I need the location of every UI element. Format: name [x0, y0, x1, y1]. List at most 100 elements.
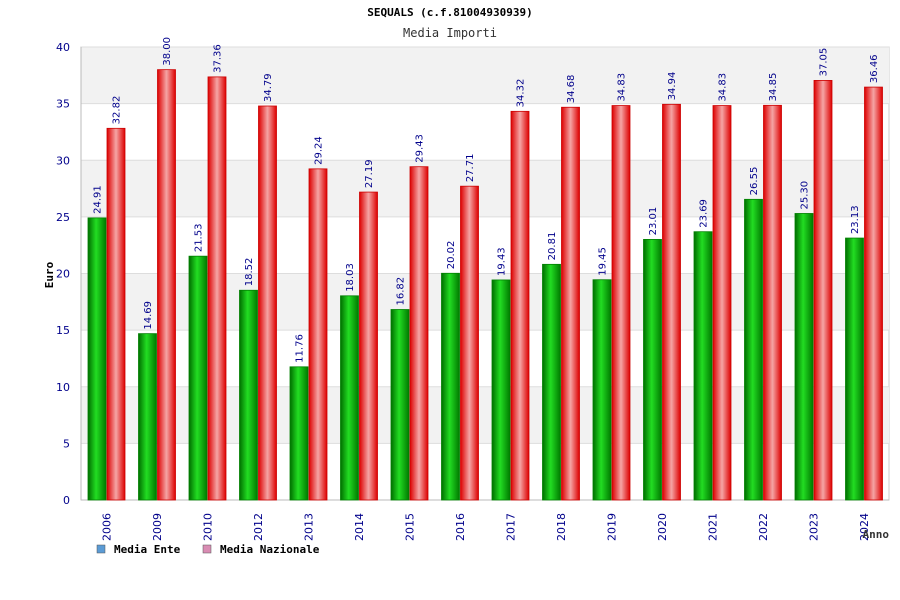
bar-media-nazionale	[106, 127, 126, 501]
y-axis-ticks: 0 5 10 15 20 25 30 35 40	[56, 41, 70, 507]
bar-media-nazionale	[864, 86, 883, 501]
bar-media-ente	[340, 295, 359, 501]
bar-media-ente	[289, 366, 309, 501]
data-label: 34.85	[768, 73, 779, 102]
data-label: 21.53	[194, 224, 205, 253]
data-label: 34.83	[617, 73, 628, 102]
data-label: 38.00	[162, 37, 173, 66]
data-label: 27.71	[465, 154, 476, 183]
bars	[87, 69, 883, 501]
y-axis-label: Euro	[43, 261, 56, 288]
x-tick-label: 2015	[404, 513, 417, 541]
bar-media-nazionale	[258, 105, 277, 501]
y-tick-label: 10	[56, 381, 70, 394]
bar-media-nazionale	[712, 105, 732, 501]
data-label: 24.91	[93, 185, 104, 214]
data-label: 34.83	[718, 73, 729, 102]
legend: Media Ente Media Nazionale	[96, 543, 320, 556]
data-label: 19.43	[497, 247, 508, 276]
data-label: 20.81	[547, 232, 558, 261]
y-tick-label: 30	[56, 154, 70, 167]
legend-label-media-nazionale: Media Nazionale	[220, 543, 320, 556]
x-tick-label: 2006	[101, 513, 114, 541]
y-tick-label: 40	[56, 41, 70, 54]
x-tick-label: 2014	[353, 513, 366, 541]
x-axis-label: Anno	[863, 528, 890, 541]
y-tick-label: 5	[63, 437, 70, 450]
y-tick-label: 0	[63, 494, 70, 507]
bar-media-nazionale	[308, 168, 328, 501]
data-label: 34.79	[263, 73, 274, 102]
y-tick-label: 35	[56, 98, 70, 111]
data-label: 16.82	[396, 277, 407, 306]
bar-media-ente	[794, 213, 814, 501]
bar-media-ente	[845, 237, 864, 501]
y-tick-label: 25	[56, 211, 70, 224]
bar-media-ente	[441, 272, 460, 501]
data-label: 37.36	[213, 44, 224, 73]
data-label: 20.02	[446, 241, 457, 270]
data-label: 23.13	[850, 205, 861, 234]
bar-media-nazionale	[510, 110, 530, 501]
data-label: 27.19	[364, 159, 375, 188]
x-tick-label: 2021	[707, 513, 720, 541]
bar-media-nazionale	[561, 106, 580, 501]
bar-media-nazionale	[359, 191, 378, 501]
bar-media-nazionale	[207, 76, 227, 501]
x-tick-label: 2023	[808, 513, 821, 541]
data-label: 23.69	[699, 199, 710, 228]
bar-media-ente	[138, 333, 157, 501]
bar-media-ente	[87, 217, 107, 501]
bar-media-ente	[744, 198, 763, 501]
data-label: 29.24	[314, 136, 325, 165]
bar-media-ente	[390, 309, 410, 501]
bar-media-nazionale	[460, 185, 479, 501]
bar-media-nazionale	[662, 103, 681, 501]
data-label: 11.76	[295, 334, 306, 363]
bar-media-ente	[491, 279, 511, 501]
bar-media-ente	[188, 255, 208, 501]
legend-label-media-ente: Media Ente	[114, 543, 181, 556]
data-label: 18.03	[345, 263, 356, 292]
x-tick-label: 2010	[202, 513, 215, 541]
x-tick-label: 2022	[757, 513, 770, 541]
y-tick-label: 15	[56, 324, 70, 337]
data-label: 29.43	[415, 134, 426, 163]
x-tick-label: 2018	[555, 513, 568, 541]
data-label: 19.45	[598, 247, 609, 276]
bar-media-nazionale	[813, 80, 833, 501]
x-tick-label: 2016	[454, 513, 467, 541]
data-label: 18.52	[244, 258, 255, 287]
data-label: 14.69	[143, 301, 154, 330]
x-tick-label: 2019	[606, 513, 619, 541]
data-label: 34.94	[667, 72, 678, 101]
x-tick-label: 2013	[303, 513, 316, 541]
bar-media-ente	[542, 263, 561, 501]
legend-swatch-media-ente	[96, 544, 106, 554]
x-tick-label: 2020	[656, 513, 669, 541]
value-labels: 24.91 32.82 14.69 38.00 21.53 37.36 18.52 34.79…	[93, 37, 881, 363]
bar-media-nazionale	[611, 105, 631, 501]
chart-subtitle: Media Importi	[403, 26, 497, 40]
bar-media-nazionale	[157, 69, 176, 501]
bar-media-ente	[592, 279, 612, 501]
data-label: 37.05	[819, 48, 830, 77]
x-tick-label: 2009	[151, 513, 164, 541]
data-label: 34.32	[516, 79, 527, 108]
data-label: 23.01	[648, 207, 659, 236]
chart-title: SEQUALS (c.f.81004930939)	[367, 6, 533, 19]
x-tick-label: 2017	[505, 513, 518, 541]
bar-media-nazionale	[409, 166, 429, 501]
data-label: 25.30	[800, 181, 811, 210]
data-label: 34.68	[566, 75, 577, 104]
x-tick-label: 2012	[252, 513, 265, 541]
bar-media-ente	[239, 289, 258, 501]
data-label: 36.46	[869, 54, 880, 83]
x-axis-ticks: 2006 2009 2010 2012 2013 2014 2015 2016 2017 2018…	[101, 513, 872, 541]
bar-media-ente	[643, 239, 662, 501]
data-label: 32.82	[112, 96, 123, 125]
legend-swatch-media-nazionale	[202, 544, 212, 554]
data-label: 26.55	[749, 167, 760, 196]
bar-media-ente	[693, 231, 713, 501]
